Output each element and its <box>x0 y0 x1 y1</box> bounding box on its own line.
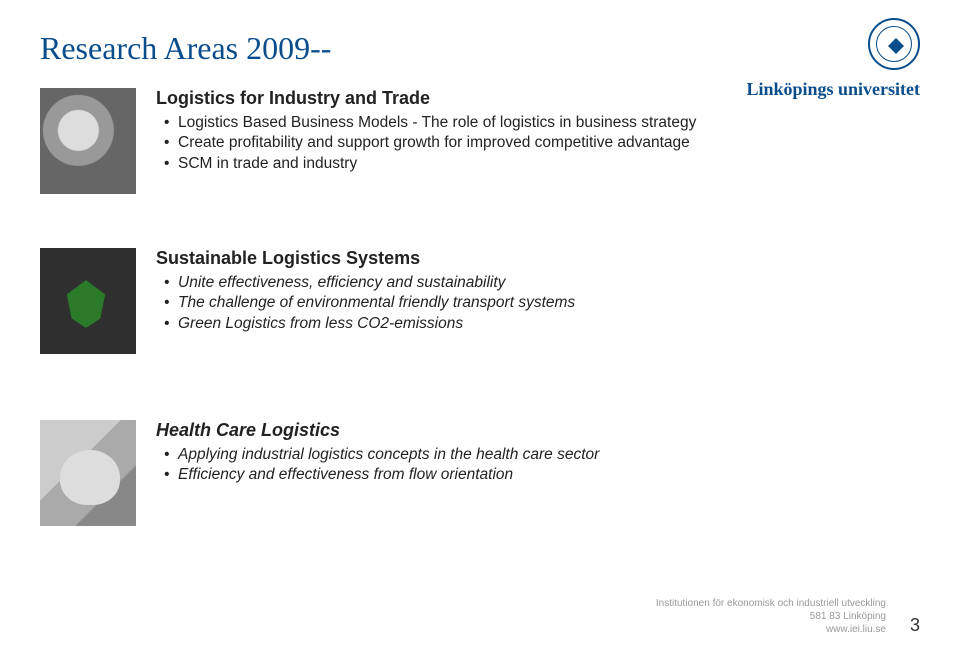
section-heading: Health Care Logistics <box>156 420 920 441</box>
bullet-item: Efficiency and effectiveness from flow o… <box>164 465 920 485</box>
section-heading: Sustainable Logistics Systems <box>156 248 920 269</box>
bullet-item: Green Logistics from less CO2-emissions <box>164 314 920 334</box>
footer-institution: Institutionen för ekonomisk och industri… <box>656 597 886 610</box>
bullet-item: SCM in trade and industry <box>164 154 920 174</box>
bullet-item: Unite effectiveness, efficiency and sust… <box>164 273 920 293</box>
slide-footer: Institutionen för ekonomisk och industri… <box>656 597 920 636</box>
healthcare-thumbnail-icon <box>40 420 136 526</box>
bullet-item: Logistics Based Business Models - The ro… <box>164 113 920 133</box>
slide-title: Research Areas 2009-- <box>40 30 331 67</box>
logo-seal-icon <box>868 18 920 70</box>
section-health-care-logistics: Health Care Logistics Applying industria… <box>40 420 920 526</box>
bullet-item: Create profitability and support growth … <box>164 133 920 153</box>
coins-thumbnail-icon <box>40 88 136 194</box>
footer-url: www.iei.liu.se <box>656 623 886 636</box>
section-sustainable-logistics: Sustainable Logistics Systems Unite effe… <box>40 248 920 354</box>
section-industry-trade: Logistics for Industry and Trade Logisti… <box>40 88 920 194</box>
leaf-thumbnail-icon <box>40 248 136 354</box>
footer-address: 581 83 Linköping <box>656 610 886 623</box>
bullet-item: The challenge of environmental friendly … <box>164 293 920 313</box>
section-heading: Logistics for Industry and Trade <box>156 88 920 109</box>
page-number: 3 <box>910 615 920 636</box>
bullet-item: Applying industrial logistics concepts i… <box>164 445 920 465</box>
